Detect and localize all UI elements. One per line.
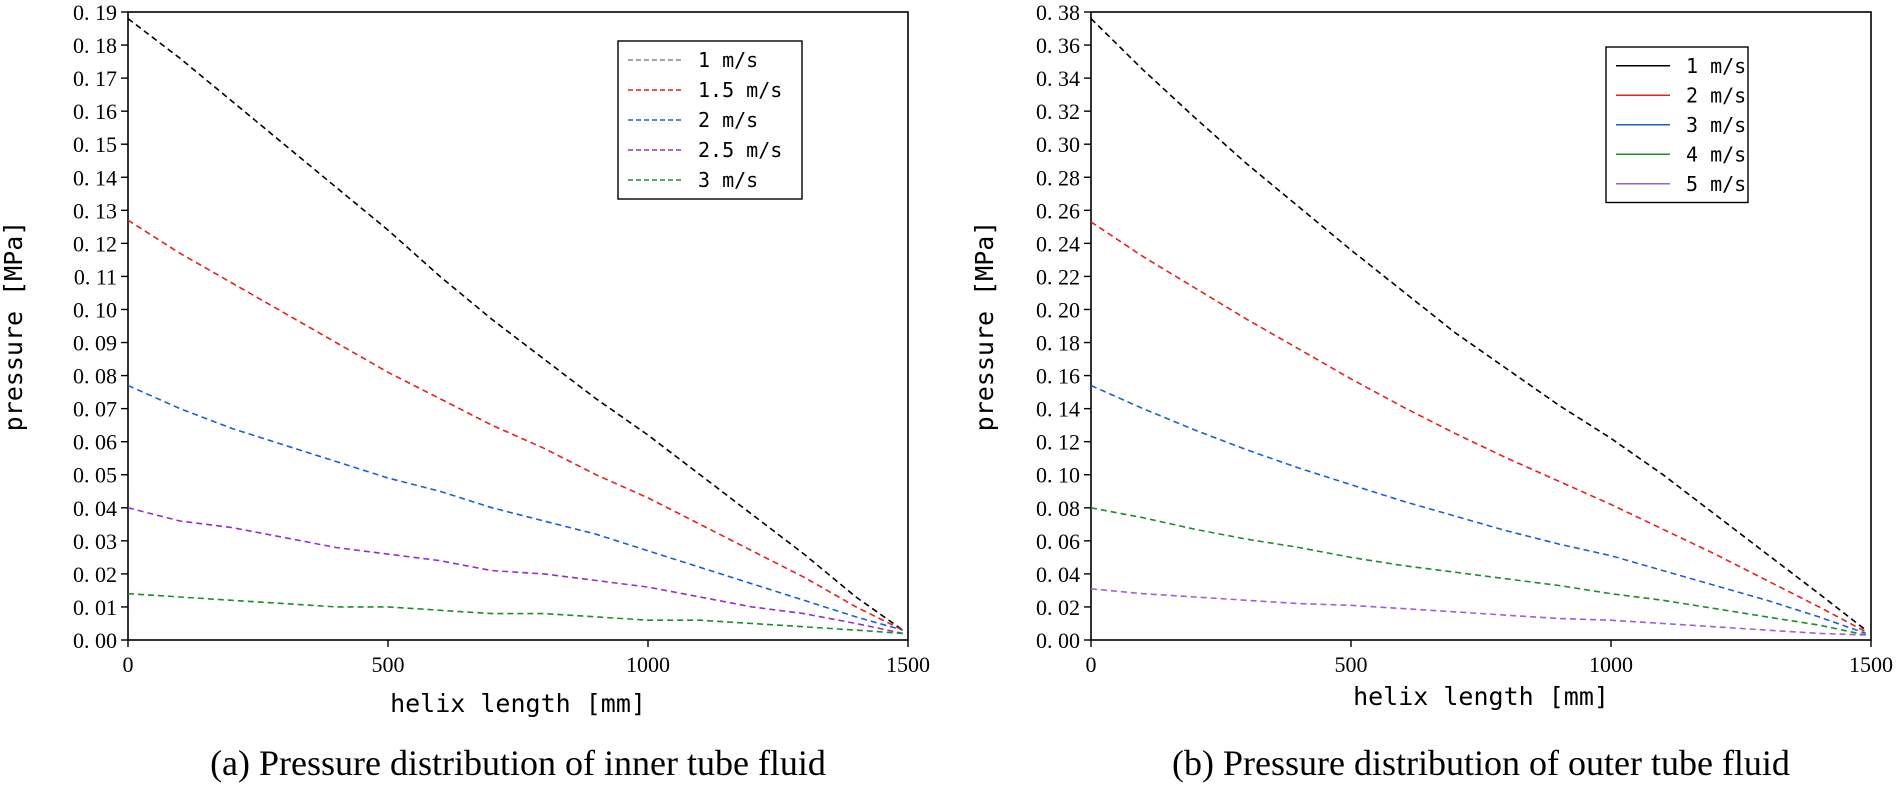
series-line-5-m-s <box>1090 588 1866 636</box>
legend: 1 m/s 2 m/s 3 m/s 4 m/s 5 m/s <box>1605 46 1749 204</box>
figure-caption: (b) Pressure distribution of outer tube … <box>1172 743 1790 783</box>
legend-label: 3 m/s <box>1686 113 1746 137</box>
y-tick-label: 0. 14 <box>73 165 117 190</box>
y-axis-label: pressure [MPa] <box>970 221 999 432</box>
series-line-4-m-s <box>1090 507 1866 636</box>
y-tick-label: 0. 18 <box>1036 331 1080 356</box>
y-tick-label: 0. 08 <box>1036 496 1080 521</box>
y-tick-label: 0. 24 <box>1036 231 1080 256</box>
y-tick-label: 0. 30 <box>1036 132 1080 157</box>
y-tick-label: 0. 22 <box>1036 264 1080 289</box>
y-tick-label: 0. 19 <box>73 0 117 25</box>
figure-caption: (a) Pressure distribution of inner tube … <box>210 743 826 783</box>
series-line-3-m-s <box>127 592 903 635</box>
y-tick-label: 0. 26 <box>1036 198 1080 223</box>
series-line-1-m-s <box>127 17 904 631</box>
y-tick-label: 0. 18 <box>73 33 117 58</box>
y-tick-label: 0. 36 <box>1036 33 1080 58</box>
y-tick-label: 0. 03 <box>73 529 117 554</box>
y-tick-label: 0. 15 <box>73 132 117 157</box>
legend-label: 1 m/s <box>1686 54 1746 78</box>
series-line-3-m-s <box>1090 384 1867 635</box>
legend-label: 1.5 m/s <box>698 78 782 102</box>
y-tick-label: 0. 02 <box>73 562 117 587</box>
y-tick-label: 0. 13 <box>73 198 117 223</box>
y-tick-label: 0. 01 <box>73 595 117 620</box>
x-tick-label: 1000 <box>626 652 670 677</box>
x-axis-label: helix length [mm] <box>390 689 646 718</box>
plot-frame <box>127 11 909 641</box>
legend-label: 2 m/s <box>1686 83 1746 107</box>
x-tick-label: 500 <box>1335 652 1368 677</box>
y-tick-label: 0. 04 <box>1036 562 1080 587</box>
chart-a: 0. 00 0. 01 0. 02 0. 03 0. 04 0. 05 0. 06 0. 07… <box>0 0 930 783</box>
y-tick-label: 0. 12 <box>1036 430 1080 455</box>
series-line-1-m-s <box>1090 18 1867 631</box>
legend-label: 4 m/s <box>1686 142 1746 166</box>
y-tick-label: 0. 02 <box>1036 595 1080 620</box>
x-tick-label: 0 <box>123 652 134 677</box>
x-tick-label: 1500 <box>886 652 930 677</box>
legend-label: 3 m/s <box>698 168 758 192</box>
legend-label: 1 m/s <box>698 48 758 72</box>
x-tick-label: 1500 <box>1849 652 1893 677</box>
y-tick-label: 0. 05 <box>73 463 117 488</box>
y-tick-label: 0. 08 <box>73 364 117 389</box>
legend: 1 m/s 1.5 m/s 2 m/s 2.5 m/s 3 m/s <box>617 40 803 200</box>
plot-frame <box>1090 11 1872 641</box>
y-tick-label: 0. 28 <box>1036 165 1080 190</box>
y-tick-label: 0. 06 <box>73 430 117 455</box>
y-tick-label: 0. 04 <box>73 496 117 521</box>
series-line-2-m-s <box>127 384 904 631</box>
legend-label: 5 m/s <box>1686 172 1746 196</box>
y-tick-label: 0. 10 <box>1036 463 1080 488</box>
series-line-2-m-s <box>1090 221 1867 633</box>
x-tick-label: 1000 <box>1589 652 1633 677</box>
y-tick-label: 0. 38 <box>1036 0 1080 25</box>
series-line-1.5-m-s <box>127 219 904 631</box>
y-tick-label: 0. 16 <box>73 99 117 124</box>
x-tick-label: 500 <box>372 652 405 677</box>
y-tick-label: 0. 16 <box>1036 364 1080 389</box>
series-line-2.5-m-s <box>127 507 903 635</box>
legend-label: 2.5 m/s <box>698 138 782 162</box>
y-tick-label: 0. 09 <box>73 331 117 356</box>
chart-b: 0. 00 0. 02 0. 04 0. 06 0. 08 0. 10 0. 12 0. 14… <box>970 0 1893 783</box>
y-tick-label: 0. 34 <box>1036 66 1080 91</box>
y-axis-label: pressure [MPa] <box>0 221 28 432</box>
x-axis-label: helix length [mm] <box>1353 682 1609 711</box>
y-tick-label: 0. 10 <box>73 297 117 322</box>
y-tick-label: 0. 17 <box>73 66 117 91</box>
y-tick-label: 0. 14 <box>1036 397 1080 422</box>
x-tick-label: 0 <box>1086 652 1097 677</box>
y-tick-label: 0. 12 <box>73 231 117 256</box>
y-tick-label: 0. 11 <box>74 264 117 289</box>
y-tick-label: 0. 07 <box>73 397 117 422</box>
y-tick-label: 0. 00 <box>73 628 117 653</box>
y-tick-label: 0. 00 <box>1036 628 1080 653</box>
y-tick-label: 0. 06 <box>1036 529 1080 554</box>
y-tick-label: 0. 32 <box>1036 99 1080 124</box>
y-tick-label: 0. 20 <box>1036 297 1080 322</box>
legend-label: 2 m/s <box>698 108 758 132</box>
